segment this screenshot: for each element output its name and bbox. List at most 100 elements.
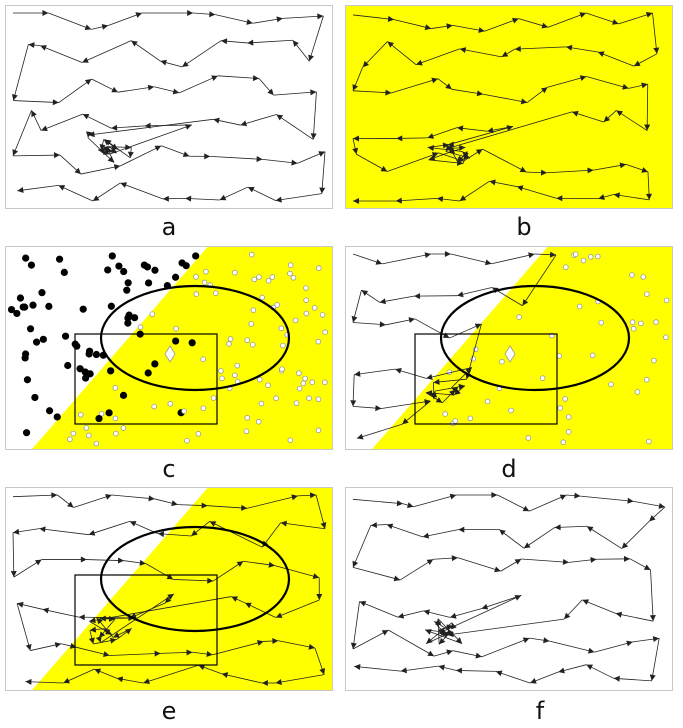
- panel-d-tour-arrowhead: [522, 299, 529, 306]
- panel-a-tour-arrowhead: [82, 114, 90, 120]
- panel-b-tour-arrowhead: [645, 11, 653, 18]
- panel-a-svg: [5, 5, 333, 209]
- panel-e-tour-arrowhead: [63, 677, 71, 684]
- panel-d-tour-edge: [414, 318, 450, 339]
- panel-c-open-point: [151, 403, 158, 410]
- panel-b-tour-arrowhead: [352, 84, 359, 91]
- panel-c: [5, 246, 333, 450]
- panel-c-filled-point: [60, 268, 68, 276]
- caption-a: a: [161, 213, 177, 241]
- panel-f-tour-arrowhead: [406, 502, 414, 508]
- panel-d-tour-arrowhead: [356, 433, 364, 440]
- panel-d-tour-arrowhead: [395, 367, 402, 374]
- panel-c-filled-point: [26, 325, 35, 333]
- panel-c-open-point: [265, 382, 271, 389]
- panel-a-tour-arrowhead: [211, 75, 218, 81]
- panel-b-tour-arrowhead: [476, 90, 484, 97]
- panel-e-tour-edge: [111, 494, 155, 500]
- panel-d-open-point: [562, 396, 568, 402]
- panel-d-tour-arrowhead: [444, 251, 451, 257]
- panel-e-tour-arrowhead: [157, 531, 165, 538]
- panel-c-filled-point: [124, 279, 132, 287]
- panel-f-tour-arrowhead: [359, 600, 367, 607]
- panel-a-tour-arrowhead: [42, 10, 49, 16]
- panel-e-yellow-region: [31, 487, 333, 691]
- panel-f-tour-arrowhead: [438, 664, 445, 671]
- panel-c-yellow-region: [31, 246, 333, 450]
- panel-f-tour-arrowhead: [522, 505, 530, 512]
- panel-f-frame: [345, 487, 673, 691]
- panel-e-tour-arrowhead: [316, 594, 323, 601]
- panel-e-tour-edge: [73, 494, 112, 508]
- panel-f-tour-arrowhead: [354, 663, 361, 670]
- panel-a-tour-edge: [117, 86, 155, 93]
- panel-c-open-point: [83, 425, 90, 431]
- panel-b-tour-arrowhead: [603, 115, 611, 123]
- panel-a-tour-arrowhead: [58, 185, 66, 191]
- panel-c-open-point: [265, 277, 272, 284]
- panel-c-open-point: [244, 337, 251, 344]
- panel-e-tour-arrowhead: [80, 556, 87, 563]
- panel-a-tour-arrowhead: [213, 117, 220, 124]
- panel-b-tour-arrowhead: [387, 15, 395, 22]
- panel-f-tour-arrowhead: [562, 558, 570, 565]
- panel-e-tour-arrowhead: [206, 651, 213, 657]
- panel-b-tour-edge: [446, 111, 573, 150]
- panel-f-tour-arrowhead: [582, 599, 589, 605]
- panel-a-tour-arrowhead: [267, 88, 274, 96]
- caption-e: e: [161, 697, 177, 725]
- panel-a-tour-arrowhead: [82, 57, 89, 63]
- panel-e-tour-arrowhead: [231, 596, 239, 602]
- panel-d-tour-edge: [426, 367, 472, 379]
- panel-c-diamond-marker: [164, 345, 176, 363]
- panel-f-tour-edge: [399, 558, 434, 581]
- panel-e-tour-arrowhead: [275, 612, 283, 619]
- panel-a-tour-edge: [217, 75, 260, 79]
- panel-c-filled-point: [32, 338, 41, 346]
- caption-d: d: [501, 455, 517, 483]
- panel-c-open-point: [201, 279, 208, 286]
- panel-c-open-point: [226, 341, 232, 347]
- panel-d-open-point: [508, 407, 514, 414]
- panel-c-filled-point: [119, 391, 128, 399]
- panel-a-tour-arrowhead: [310, 133, 317, 140]
- panel-e-tour-arrowhead: [42, 607, 49, 614]
- panel-e-tour-edge: [143, 664, 199, 684]
- panel-c-open-point: [274, 302, 281, 308]
- panel-c-open-point: [290, 274, 297, 281]
- panel-b-svg: [345, 5, 673, 209]
- panel-e-tour-arrowhead: [105, 494, 112, 500]
- panel-f-tour-arrowhead: [626, 640, 633, 647]
- panel-b-tour-arrowhead: [565, 44, 573, 51]
- panel-d-open-point: [653, 319, 659, 325]
- panel-c-open-point: [279, 366, 285, 372]
- panel-c-open-point: [219, 375, 225, 382]
- panel-a-tour: [12, 10, 326, 203]
- panel-f-tour-arrowhead: [658, 502, 665, 509]
- panel-a-tour-arrowhead: [182, 151, 190, 157]
- panel-e-tour-arrowhead: [10, 571, 17, 578]
- panel-f-tour-edge: [650, 569, 654, 622]
- panel-c-open-point: [258, 400, 265, 407]
- panel-f-tour-edge: [352, 601, 360, 650]
- panel-b-tour-arrowhead: [540, 169, 548, 176]
- panel-b: [345, 5, 673, 209]
- panel-a-tour-arrowhead: [310, 89, 317, 96]
- panel-c-open-point: [195, 431, 202, 437]
- panel-d-open-point: [644, 291, 650, 297]
- panel-f-tour-edge: [438, 595, 522, 634]
- panel-e-tour-arrowhead: [99, 631, 106, 638]
- panel-f: [345, 487, 673, 691]
- panel-e-tour-arrowhead: [117, 557, 125, 564]
- panel-a-tour-arrowhead: [28, 42, 35, 49]
- panel-e-tour-arrowhead: [103, 651, 110, 657]
- panel-e-tour-edge: [89, 596, 232, 622]
- panel-c-open-point: [232, 372, 238, 379]
- panel-a: [5, 5, 333, 209]
- panel-c-open-point: [269, 274, 276, 280]
- panel-e-tour-arrowhead: [309, 492, 317, 499]
- panel-b-tour-arrowhead: [571, 110, 579, 117]
- panel-f-tour-arrowhead: [499, 529, 506, 536]
- panel-c-open-point: [250, 307, 257, 313]
- panel-e-tour-edge: [100, 593, 175, 643]
